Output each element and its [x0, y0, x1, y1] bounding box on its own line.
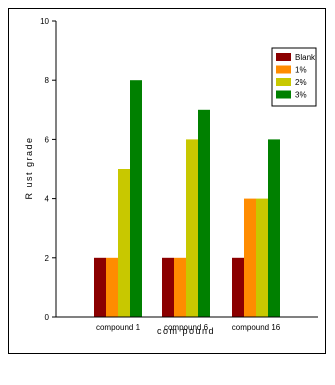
legend-swatch	[276, 53, 291, 61]
x-axis-label: com pound	[157, 326, 215, 336]
x-tick-label: compound 16	[232, 323, 281, 332]
x-axis-ticks: compound 1 compound 6 compound 16	[96, 323, 281, 332]
legend-label: 1%	[295, 66, 307, 75]
legend: Blank 1% 2% 3%	[271, 47, 317, 107]
legend-label: 2%	[295, 78, 307, 87]
y-tick-label: 2	[45, 254, 50, 263]
bars	[94, 80, 280, 317]
bar-1pct-2	[174, 257, 186, 317]
y-axis-label: R ust grade	[24, 136, 34, 199]
y-axis-ticks: 0 2 4 6 8 10	[40, 17, 56, 322]
bar-2pct-1	[118, 169, 130, 317]
y-tick-label: 4	[45, 195, 50, 204]
legend-swatch	[276, 90, 291, 99]
axes	[55, 21, 318, 318]
x-tick-label: compound 1	[96, 323, 141, 332]
bar-1pct-3	[244, 198, 256, 317]
bar-1pct-1	[106, 257, 118, 317]
bar-2pct-3	[256, 198, 268, 317]
bar-blank-2	[162, 257, 174, 317]
y-tick-label: 0	[45, 313, 50, 322]
legend-swatch	[276, 78, 291, 86]
y-tick-label: 8	[45, 76, 50, 85]
bar-blank-1	[94, 257, 106, 317]
x-tick-label: compound 6	[164, 323, 209, 332]
bar-3pct-3	[268, 139, 280, 317]
y-tick-label: 6	[45, 135, 50, 144]
legend-label: Blank	[295, 53, 316, 62]
bar-3pct-2	[198, 109, 210, 317]
bar-2pct-2	[186, 139, 198, 317]
legend-label: 3%	[295, 91, 307, 100]
legend-swatch	[276, 65, 291, 74]
bar-blank-3	[232, 257, 244, 317]
y-tick-label: 10	[40, 17, 49, 26]
bar-3pct-1	[130, 80, 142, 317]
